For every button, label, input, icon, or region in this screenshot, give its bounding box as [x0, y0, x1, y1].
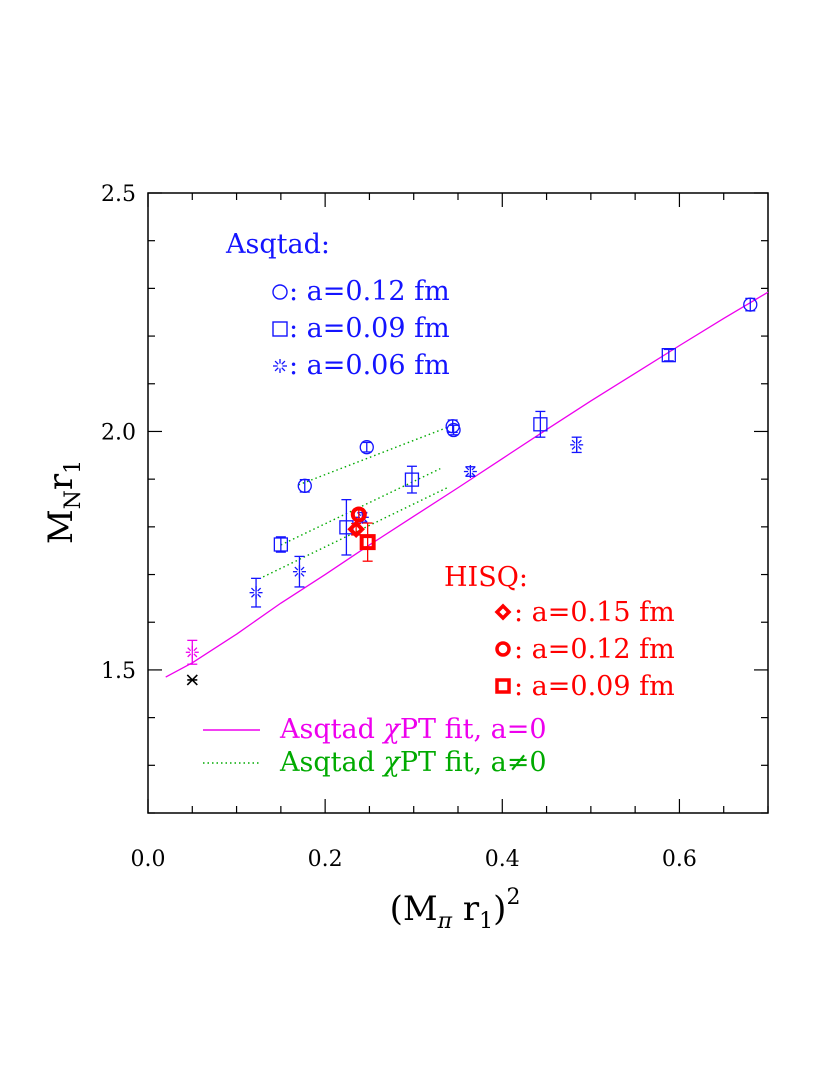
data-point: [186, 674, 198, 686]
axis-ticks: [147, 192, 769, 814]
legend-hisq-symbol: [495, 678, 511, 694]
x-tick-label: 0.2: [308, 847, 343, 872]
legend-asqtad-symbol: [272, 284, 288, 300]
data-point: [347, 520, 365, 539]
data-point: [185, 645, 199, 659]
legend: Asqtad:: a=0.12 fm: a=0.09 fm: a=0.06 fm…: [203, 229, 675, 778]
legend-fit-label: Asqtad χPT fit, a=0: [279, 714, 547, 745]
fit-line-a-nonzero: [262, 486, 450, 578]
data-point: [404, 472, 420, 487]
legend-asqtad-label: : a=0.06 fm: [289, 350, 450, 381]
tick-labels: 0.0 0.2 0.4 0.6 1.5 2.0 2.5: [101, 182, 697, 872]
data-point: [249, 586, 263, 600]
legend-asqtad-label: : a=0.12 fm: [289, 276, 450, 307]
series-group: [273, 348, 676, 556]
data-point: [350, 506, 367, 523]
data-point: [292, 565, 306, 579]
y-tick-label: 1.5: [101, 659, 136, 684]
series-group: [359, 522, 376, 562]
y-tick-label: 2.0: [101, 420, 136, 445]
legend-asqtad-symbol: [272, 321, 288, 337]
series-group: [347, 520, 365, 539]
series-group: [249, 436, 584, 608]
x-tick-label: 0.6: [662, 847, 697, 872]
legend-hisq-symbol: [494, 603, 512, 621]
data-point: [570, 438, 584, 452]
data-point: [273, 537, 289, 552]
legend-fit-label: Asqtad χPT fit, a≠0: [279, 747, 547, 778]
data-point: [463, 465, 477, 479]
data-point: [743, 297, 758, 312]
x-tick-label: 0.4: [485, 847, 520, 872]
x-tick-label: 0.0: [131, 847, 166, 872]
data-point: [533, 417, 548, 432]
legend-asqtad-symbol: [273, 359, 287, 373]
legend-asqtad-label: : a=0.09 fm: [289, 313, 450, 344]
y-tick-label: 2.5: [101, 182, 136, 207]
fit-curves: [165, 291, 769, 678]
data-point: [359, 534, 376, 551]
legend-hisq-title: HISQ:: [444, 562, 528, 593]
series-group: [185, 639, 199, 665]
y-axis-label: MNr1: [41, 460, 86, 544]
series-group: [186, 674, 198, 686]
data-points: [185, 297, 758, 686]
legend-hisq-label: : a=0.09 fm: [514, 671, 675, 702]
data-point: [446, 422, 461, 438]
fit-line-a0: [165, 291, 769, 678]
legend-asqtad-title: Asqtad:: [225, 229, 330, 260]
data-point: [359, 440, 374, 455]
fit-line-a-nonzero: [298, 426, 450, 486]
series-group: [297, 297, 758, 493]
legend-hisq-label: : a=0.12 fm: [514, 634, 675, 665]
series-group: [350, 506, 367, 523]
legend-hisq-label: : a=0.15 fm: [514, 597, 675, 628]
data-point: [297, 478, 312, 493]
data-point: [661, 348, 676, 363]
x-axis-label: (Mπ r1)2: [390, 885, 521, 934]
legend-hisq-symbol: [495, 641, 511, 657]
